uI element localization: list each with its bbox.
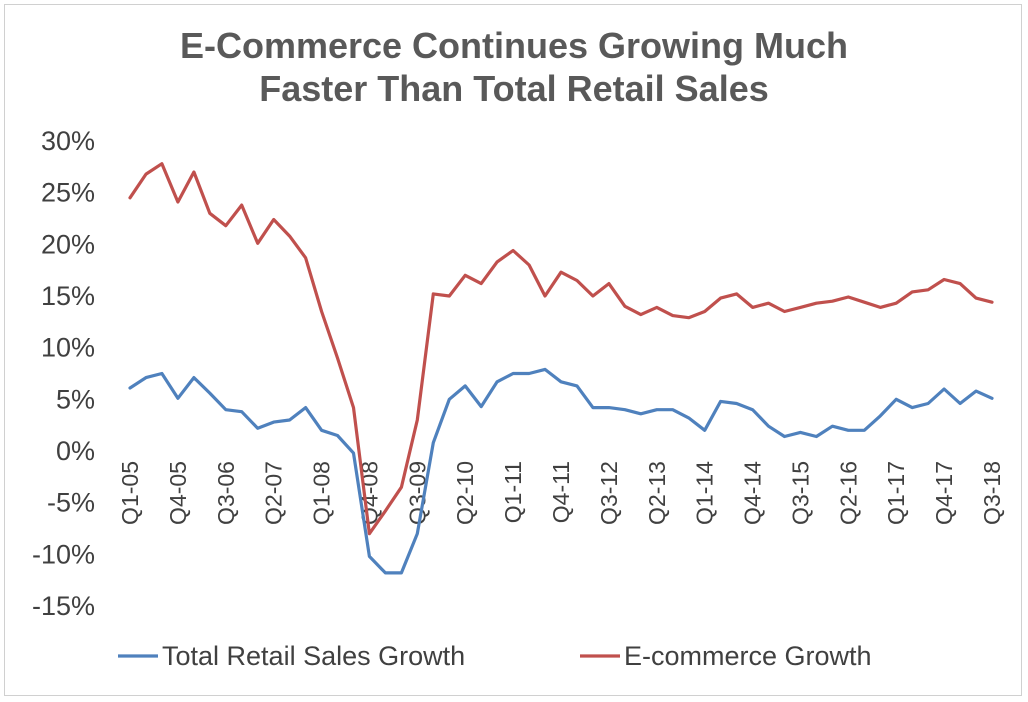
x-tick-label: Q3-18 (979, 461, 1005, 525)
series-line-0 (128, 367, 994, 575)
series-line-1 (128, 162, 994, 536)
x-tick-label: Q1-17 (883, 461, 909, 525)
y-tick-label: 15% (41, 281, 95, 311)
y-tick-label: 30% (41, 126, 95, 156)
y-tick-label: 0% (56, 436, 95, 466)
y-tick-label: -10% (32, 539, 95, 569)
legend-label-0: Total Retail Sales Growth (162, 641, 465, 671)
chart-frame (4, 4, 1022, 696)
x-tick-label: Q2-10 (452, 461, 478, 525)
y-tick-label: 10% (41, 333, 95, 363)
y-tick-label: -5% (47, 488, 95, 518)
y-axis: 30% 25% 20% 15% 10% 5% 0% -5% -10% -15% (32, 126, 95, 621)
x-tick-label: Q4-14 (740, 461, 766, 525)
x-tick-label: Q1-14 (692, 461, 718, 525)
y-tick-label: -15% (32, 591, 95, 621)
x-tick-label: Q2-16 (835, 461, 861, 525)
y-tick-label: 5% (56, 384, 95, 414)
legend-label-1: E-commerce Growth (624, 641, 872, 671)
chart-title-line-2: Faster Than Total Retail Sales (259, 68, 768, 109)
x-tick-label: Q3-06 (213, 461, 239, 525)
x-tick-label: Q3-09 (404, 461, 430, 525)
legend: Total Retail Sales Growth E-commerce Grow… (118, 641, 872, 671)
x-tick-label: Q4-11 (548, 461, 574, 523)
x-tick-label: Q4-17 (931, 461, 957, 525)
x-tick-label: Q2-07 (261, 461, 287, 525)
y-tick-label: 25% (41, 178, 95, 208)
chart-title-line-1: E-Commerce Continues Growing Much (180, 25, 848, 66)
x-tick-label: Q3-15 (787, 461, 813, 525)
x-tick-label: Q1-11 (500, 461, 526, 523)
x-tick-label: Q1-08 (309, 461, 335, 525)
series-lines (128, 162, 994, 575)
x-tick-label: Q1-05 (117, 461, 143, 525)
x-tick-label: Q4-05 (165, 461, 191, 525)
y-tick-label: 20% (41, 229, 95, 259)
x-tick-label: Q2-13 (644, 461, 670, 525)
x-tick-label: Q3-12 (596, 461, 622, 525)
x-axis: Q1-05 Q4-05 Q3-06 Q2-07 Q1-08 Q4-08 Q3-09 Q2-10… (117, 461, 1005, 525)
